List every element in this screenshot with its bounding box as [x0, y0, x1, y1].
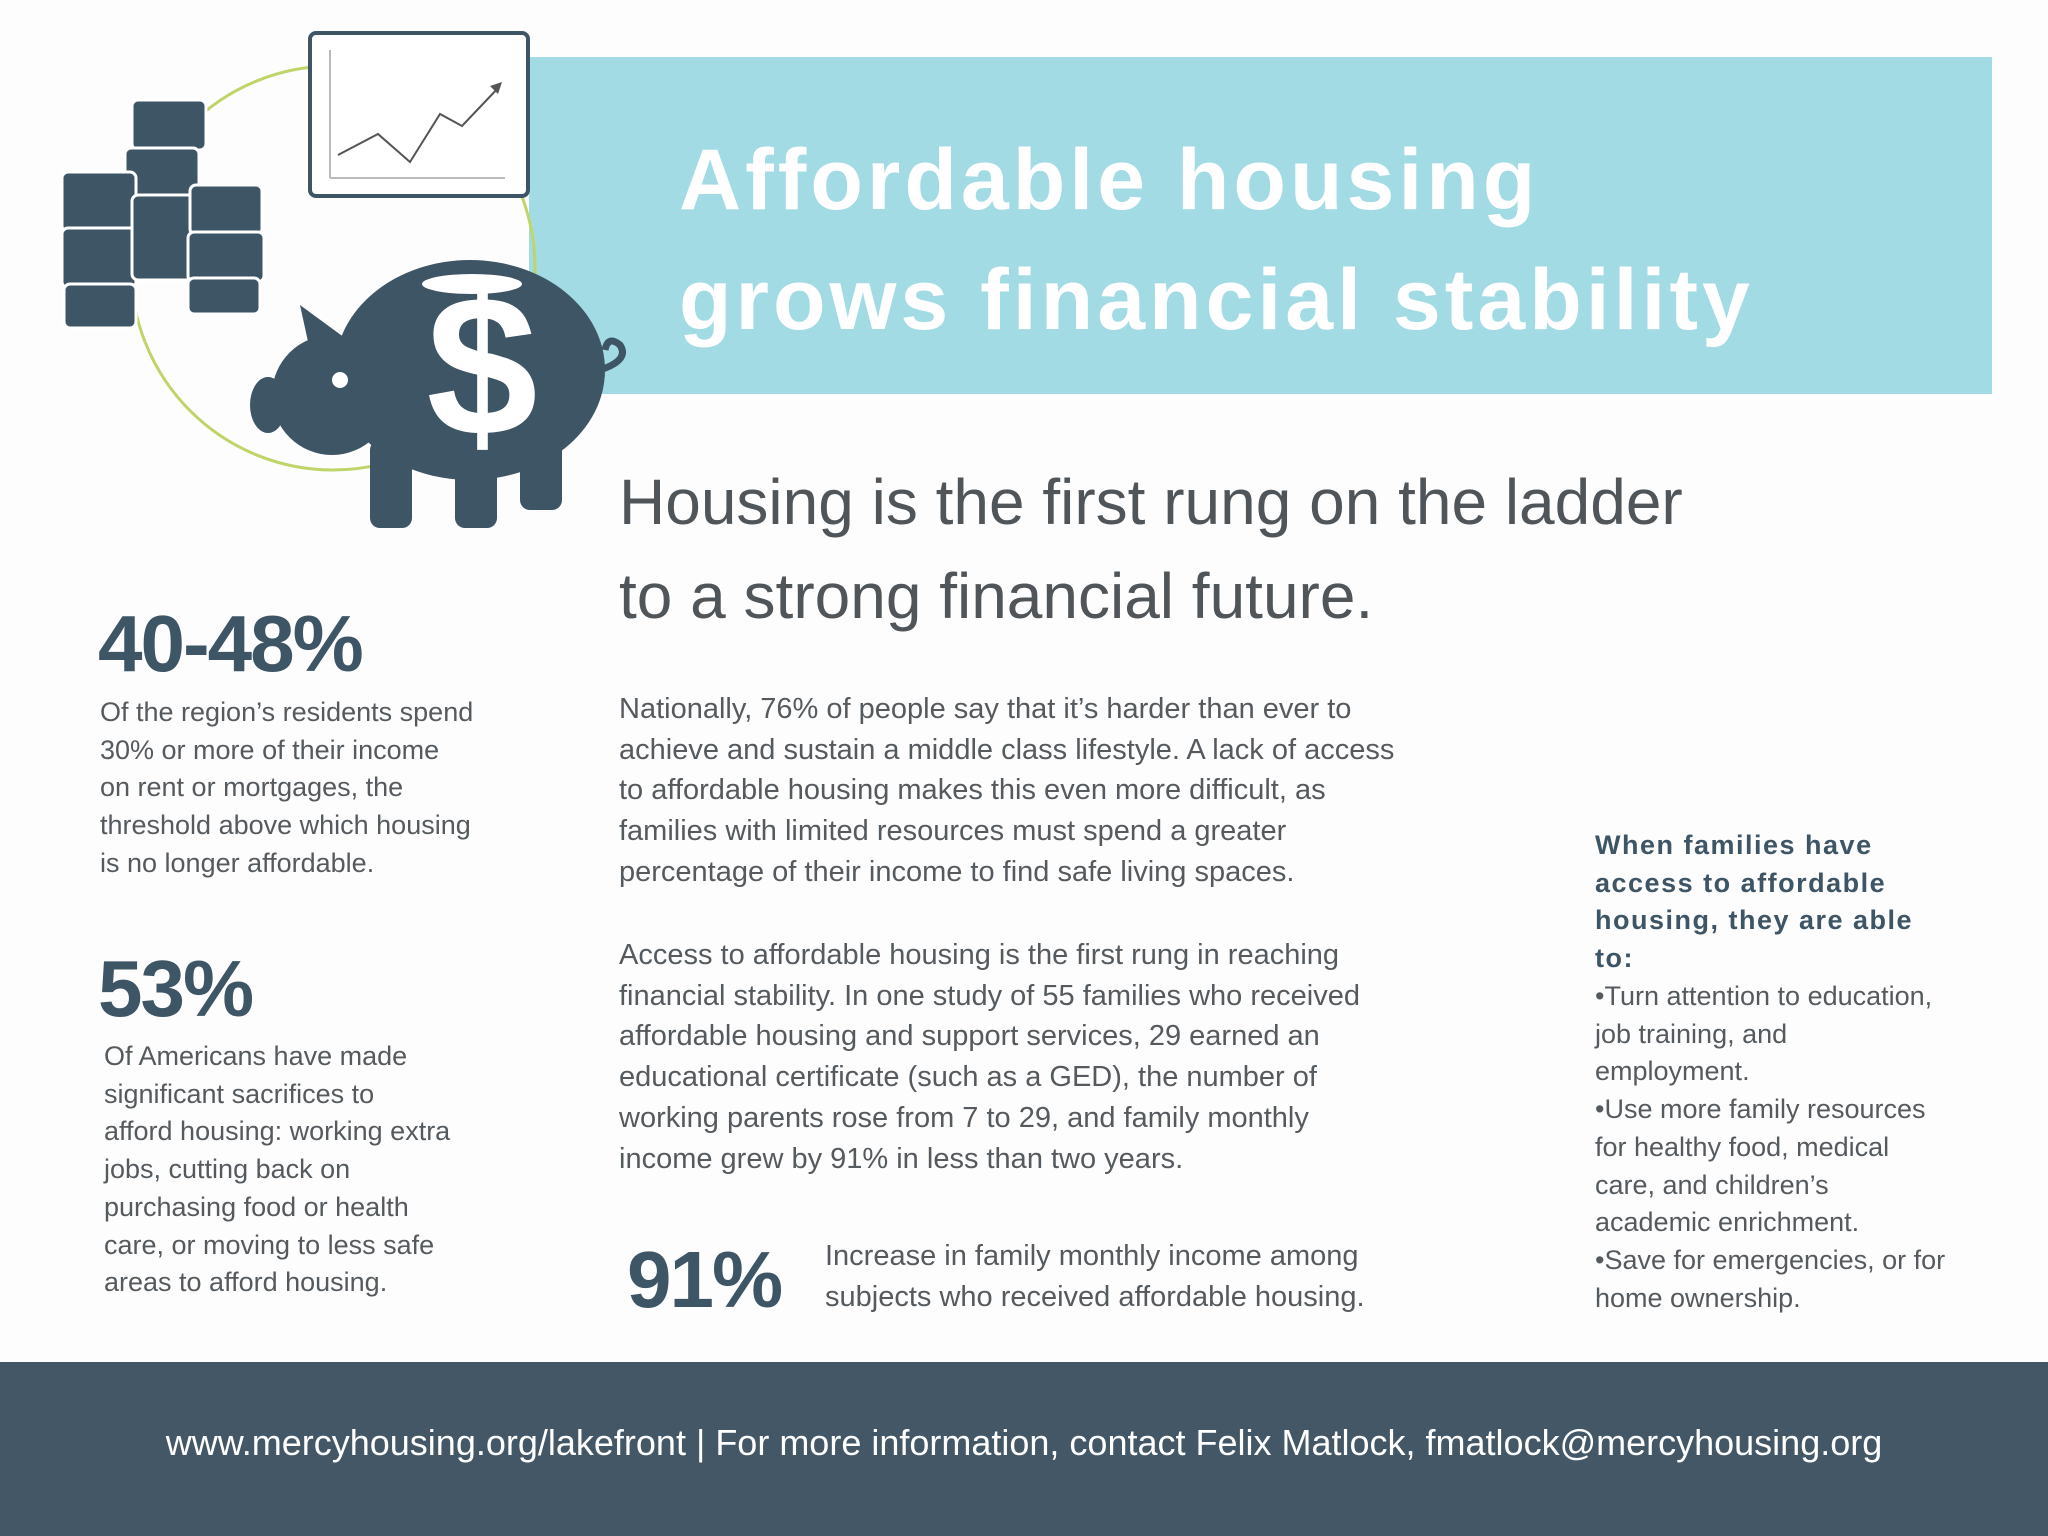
text-line: Of the region’s residents spend	[100, 697, 474, 727]
text-line: Nationally, 76% of people say that it’s …	[619, 693, 1352, 725]
highlight-figure: 91%	[627, 1235, 783, 1324]
text-line: subjects who received affordable housing…	[825, 1280, 1365, 1313]
text-line: to affordable housing makes this even mo…	[619, 774, 1326, 807]
text-line: areas to afford housing.	[104, 1267, 388, 1298]
list-line: •Save for emergencies, or for	[1595, 1244, 1946, 1275]
text-line: purchasing food or health	[104, 1191, 409, 1222]
headline-line: Housing is the first rung on the ladder	[619, 466, 1683, 538]
list-line: •Use more family resources	[1595, 1094, 1926, 1125]
text-line: percentage of their income to find safe …	[619, 855, 1295, 888]
text-line: threshold above which housing	[100, 810, 471, 841]
paragraph: Nationally, 76% of people say that it’s …	[619, 689, 1394, 893]
title: Affordable housing grows financial stabil…	[679, 120, 1754, 360]
stat-text: Of Americans have made significant sacrif…	[104, 1038, 450, 1302]
headline-line: to a strong financial future.	[619, 560, 1374, 632]
piggy-bank: $	[250, 255, 626, 528]
list-line: home ownership.	[1595, 1282, 1801, 1313]
list-line: •Turn attention to education,	[1595, 981, 1933, 1011]
text-line: afford housing: working extra	[104, 1116, 451, 1147]
text-line: jobs, cutting back on	[104, 1154, 351, 1185]
text-line: significant sacrifices to	[104, 1078, 375, 1109]
text-line: achieve and sustain a middle class lifes…	[619, 733, 1395, 766]
text-line: affordable housing and support services,…	[619, 1020, 1320, 1053]
text-line: Of Americans have made	[104, 1041, 408, 1071]
heading-line: access to affordable	[1595, 867, 1887, 898]
text-line: 30% or more of their income	[100, 734, 440, 765]
stat-figure: 40-48%	[98, 599, 364, 688]
highlight-text: Increase in family monthly income among s…	[825, 1236, 1365, 1317]
stat-text: Of the region’s residents spend 30% or mo…	[100, 694, 473, 883]
heading-line: When families have	[1595, 830, 1873, 860]
paragraph: Access to affordable housing is the firs…	[619, 935, 1360, 1179]
list-line: academic enrichment.	[1595, 1207, 1860, 1238]
title-banner	[529, 57, 1992, 394]
title-line: Affordable housing	[679, 132, 1540, 228]
sidebar-heading: When families have access to affordable ho…	[1595, 827, 1913, 978]
list-line: job training, and	[1595, 1018, 1788, 1049]
heading-line: housing, they are able	[1595, 905, 1914, 936]
heading-line: to:	[1595, 943, 1634, 974]
coins	[60, 98, 266, 330]
text-line: Access to affordable housing is the firs…	[619, 939, 1340, 971]
text-line: educational certificate (such as a GED),…	[619, 1061, 1317, 1094]
text-line: families with limited resources must spe…	[619, 815, 1287, 848]
chart-icon	[308, 31, 530, 198]
text-line: care, or moving to less safe	[104, 1229, 435, 1260]
text-line: Increase in family monthly income among	[825, 1240, 1359, 1272]
text-line: working parents rose from 7 to 29, and f…	[619, 1101, 1309, 1134]
text-line: financial stability. In one study of 55 …	[619, 979, 1360, 1012]
list-line: for healthy food, medical	[1595, 1131, 1890, 1162]
text-line: income grew by 91% in less than two year…	[619, 1142, 1184, 1175]
list-line: employment.	[1595, 1056, 1750, 1087]
sidebar-list: •Turn attention to education, job trainin…	[1595, 978, 1945, 1317]
stat-figure: 53%	[98, 944, 254, 1033]
text-line: on rent or mortgages, the	[100, 772, 404, 803]
headline: Housing is the first rung on the ladder t…	[619, 455, 1683, 643]
footer-text: www.mercyhousing.org/lakefront | For mor…	[165, 1422, 1883, 1463]
footer: www.mercyhousing.org/lakefront | For mor…	[0, 1362, 2048, 1536]
text-line: is no longer affordable.	[100, 847, 375, 878]
list-line: care, and children’s	[1595, 1169, 1829, 1200]
title-line: grows financial stability	[679, 252, 1754, 348]
